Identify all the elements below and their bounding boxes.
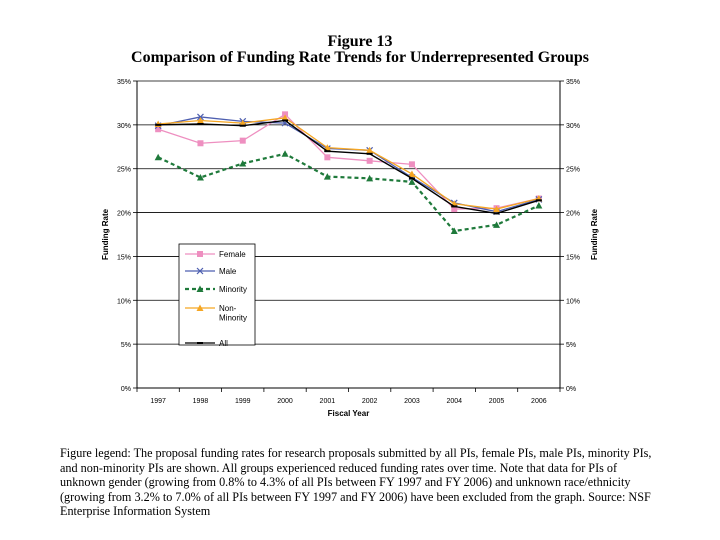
y-tick-label-right: 35% xyxy=(566,79,580,86)
legend-label: Minority xyxy=(219,285,247,294)
y-tick-label: 20% xyxy=(117,211,131,218)
data-point-female xyxy=(408,161,415,168)
data-point-non-minority xyxy=(196,116,204,124)
data-point-minority xyxy=(450,227,458,234)
data-point-minority xyxy=(366,174,374,182)
x-tick-label: 1997 xyxy=(150,398,166,405)
y-axis-label: Funding Rate xyxy=(101,208,110,260)
y-tick-label: 35% xyxy=(117,79,131,86)
series-male xyxy=(154,113,543,216)
data-point-non-minority xyxy=(408,170,416,177)
funding-rate-chart: 0% 0% 5% 5% 10% 10% 15% 15% 20% 20% 25% 25% 30% 30% 35… xyxy=(101,79,599,418)
series-line-all xyxy=(158,119,540,215)
legend-item-minority: Minority xyxy=(185,285,247,294)
series-minority xyxy=(154,150,543,234)
data-point-minority xyxy=(281,150,289,157)
legend: Female Male Minority Non-Minority All xyxy=(178,243,256,348)
data-point-non-minority xyxy=(281,114,289,121)
x-tick-label: 2005 xyxy=(489,398,505,405)
series-line-female xyxy=(157,113,539,210)
data-point-female xyxy=(239,137,246,144)
y-tick-label: 25% xyxy=(117,167,131,174)
y-axis-label-right: Funding Rate xyxy=(590,208,599,260)
legend-item-male: Male xyxy=(185,267,237,276)
legend-item-all: All xyxy=(185,339,228,348)
data-point-female xyxy=(282,111,289,118)
x-tick-label: 1998 xyxy=(193,398,209,405)
y-tick-label: 15% xyxy=(117,254,131,261)
figure-caption: Figure legend: The proposal funding rate… xyxy=(60,446,652,519)
data-point-minority xyxy=(154,153,162,161)
legend-marker-minority xyxy=(196,285,204,292)
figure-number: Figure 13 xyxy=(327,33,393,50)
data-point-female xyxy=(324,154,331,161)
legend-label: Female xyxy=(219,250,246,259)
data-point-minority xyxy=(493,221,501,228)
x-tick-label: 2000 xyxy=(277,398,293,405)
data-point-female xyxy=(366,157,373,164)
legend-marker-male xyxy=(196,267,204,275)
y-tick-label: 10% xyxy=(117,298,131,305)
data-point-minority xyxy=(196,173,204,181)
data-point-female xyxy=(197,140,204,147)
y-tick-label-right: 0% xyxy=(566,386,576,393)
legend-label: Non-Minority xyxy=(219,304,247,323)
series-line-minority xyxy=(157,152,540,233)
y-tick-label: 30% xyxy=(117,123,131,130)
axes: 0% 0% 5% 5% 10% 10% 15% 15% 20% 20% 25% 25% 30% 30% 35… xyxy=(101,79,599,418)
data-point-minority xyxy=(408,178,416,185)
y-tick-label-right: 30% xyxy=(566,123,580,130)
y-tick-label: 0% xyxy=(121,386,131,393)
y-tick-label-right: 10% xyxy=(566,298,580,305)
x-tick-label: 2006 xyxy=(531,398,547,405)
legend-label: Male xyxy=(219,267,237,276)
data-point-male xyxy=(197,113,204,121)
series-female xyxy=(155,111,542,213)
series-non-minority xyxy=(154,114,543,213)
figure-title: Comparison of Funding Rate Trends for Un… xyxy=(131,49,589,66)
y-tick-label-right: 5% xyxy=(566,342,576,349)
data-point-minority xyxy=(323,173,331,180)
data-point-non-minority xyxy=(239,119,247,127)
x-tick-label: 2002 xyxy=(362,398,378,405)
x-tick-label: 2001 xyxy=(320,398,336,405)
series-lines xyxy=(154,111,543,234)
legend-item-non-minority: Non-Minority xyxy=(185,304,247,323)
legend-item-female: Female xyxy=(185,250,246,259)
x-axis-label: Fiscal Year xyxy=(328,409,370,418)
data-point-female xyxy=(155,126,162,133)
legend-label: All xyxy=(219,339,228,348)
legend-marker-female xyxy=(197,251,203,257)
series-line-non-minority xyxy=(158,117,540,210)
data-point-minority xyxy=(535,202,543,209)
legend-box xyxy=(178,243,256,346)
y-tick-label-right: 15% xyxy=(566,254,580,261)
data-point-non-minority xyxy=(493,205,501,213)
y-tick-label-right: 20% xyxy=(566,211,580,218)
x-tick-label: 1999 xyxy=(235,398,251,405)
legend-marker-non-minority xyxy=(196,304,204,311)
x-tick-label: 2003 xyxy=(404,398,420,405)
series-all xyxy=(155,119,542,215)
series-line-male xyxy=(158,116,540,213)
data-point-minority xyxy=(239,159,247,167)
data-point-non-minority xyxy=(366,146,374,154)
y-tick-label-right: 25% xyxy=(566,167,580,174)
x-tick-label: 2004 xyxy=(446,398,462,405)
y-tick-label: 5% xyxy=(121,342,131,349)
data-point-female xyxy=(451,206,458,213)
